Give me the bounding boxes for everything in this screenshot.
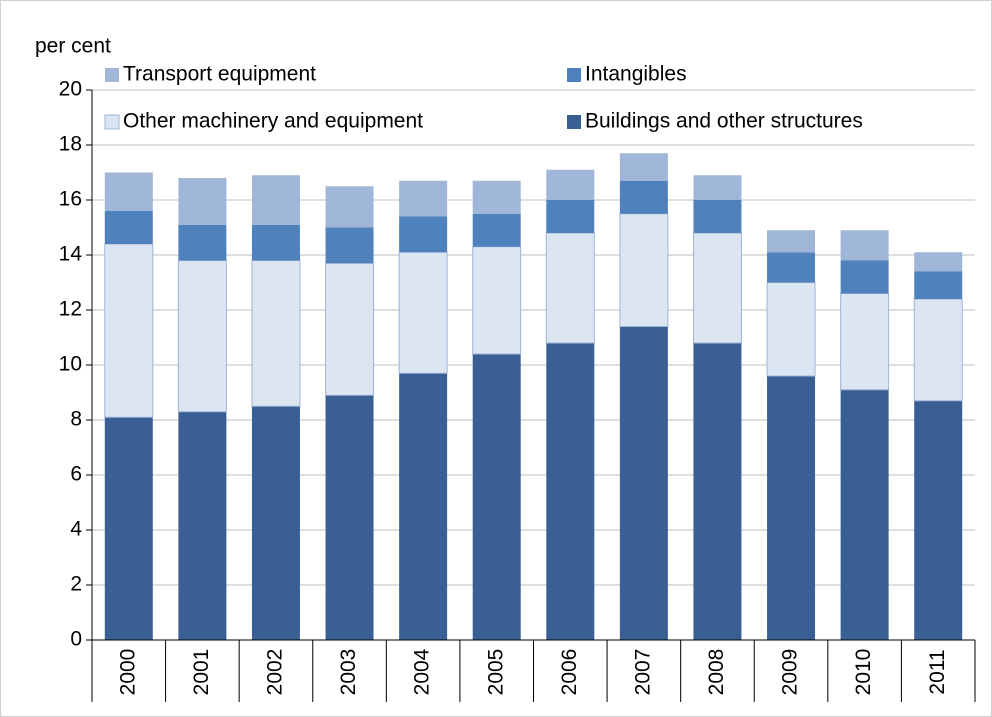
legend-label: Buildings and other structures xyxy=(585,110,863,133)
y-axis-label: per cent xyxy=(35,35,111,58)
y-tick-label: 4 xyxy=(70,518,82,541)
x-tick-label: 2005 xyxy=(484,649,507,696)
x-tick-label: 2008 xyxy=(705,649,728,696)
x-tick-label: 2007 xyxy=(631,649,654,696)
bar-segment xyxy=(767,252,816,283)
bar-segment xyxy=(472,354,521,640)
y-tick-label: 12 xyxy=(59,298,82,321)
bar-segment xyxy=(766,282,816,377)
bar-segment xyxy=(914,400,963,640)
bar-segment xyxy=(325,186,374,228)
bar-segment xyxy=(104,417,153,640)
legend-swatch xyxy=(104,114,120,130)
bar-segment xyxy=(840,230,889,261)
bar-segment xyxy=(767,376,816,640)
legend-label: Transport equipment xyxy=(123,63,316,86)
bar-segment xyxy=(251,224,300,261)
bar-segment xyxy=(399,373,448,640)
bar-segment xyxy=(399,216,448,253)
bar-segment xyxy=(619,180,668,214)
y-tick-label: 0 xyxy=(70,628,82,651)
bar-segment xyxy=(840,293,890,391)
legend-label: Other machinery and equipment xyxy=(123,110,423,133)
bar-segment xyxy=(693,200,742,233)
x-tick-label: 2002 xyxy=(264,649,287,696)
y-tick-label: 2 xyxy=(70,573,82,596)
legend-swatch xyxy=(567,115,581,129)
y-tick-label: 10 xyxy=(59,353,82,376)
x-tick-label: 2000 xyxy=(116,649,139,696)
bar-segment xyxy=(472,246,522,355)
bar-segment xyxy=(545,232,595,344)
bar-segment xyxy=(251,406,300,640)
bar-segment xyxy=(251,260,301,407)
bar-segment xyxy=(693,343,742,640)
bar-segment xyxy=(546,343,595,640)
x-tick-label: 2010 xyxy=(852,649,875,696)
x-tick-label: 2003 xyxy=(337,649,360,696)
x-tick-label: 2001 xyxy=(190,649,213,696)
bar-segment xyxy=(325,395,374,640)
bar-segment xyxy=(546,200,595,233)
bar-segment xyxy=(546,169,595,200)
legend-swatch xyxy=(567,68,581,82)
bar-segment xyxy=(177,260,227,413)
bar-segment xyxy=(178,178,227,225)
bar-segment xyxy=(325,227,374,264)
bar-segment xyxy=(178,224,227,261)
bar-segment xyxy=(104,243,154,418)
y-tick-label: 16 xyxy=(59,188,82,211)
bar-segment xyxy=(692,232,742,344)
bar-segment xyxy=(325,262,375,396)
y-tick-label: 18 xyxy=(59,133,82,156)
bar-segment xyxy=(619,153,668,181)
y-tick-label: 20 xyxy=(59,78,82,101)
bar-segment xyxy=(472,180,521,214)
bar-segment xyxy=(251,175,300,225)
bar-segment xyxy=(914,271,963,299)
bar-segment xyxy=(472,213,521,247)
x-tick-label: 2011 xyxy=(926,649,949,694)
bar-segment xyxy=(693,175,742,200)
legend-label: Intangibles xyxy=(585,63,687,86)
bar-segment xyxy=(619,213,669,327)
bar-segment xyxy=(840,260,889,294)
y-tick-label: 14 xyxy=(59,243,83,266)
bar-segment xyxy=(399,180,448,217)
bar-segment xyxy=(104,172,153,211)
y-tick-label: 6 xyxy=(70,463,82,486)
x-tick-label: 2004 xyxy=(411,648,434,695)
legend-swatch xyxy=(105,68,119,82)
bar-segment xyxy=(767,230,816,253)
x-tick-label: 2006 xyxy=(558,649,581,696)
bar-segment xyxy=(619,326,668,640)
y-tick-label: 8 xyxy=(70,408,82,431)
bar-segment xyxy=(913,298,963,402)
bar-segment xyxy=(178,411,227,640)
bar-segment xyxy=(914,252,963,272)
bar-segment xyxy=(104,211,153,244)
bar-segment xyxy=(840,389,889,640)
bar-segment xyxy=(398,251,448,374)
x-tick-label: 2009 xyxy=(779,649,802,696)
